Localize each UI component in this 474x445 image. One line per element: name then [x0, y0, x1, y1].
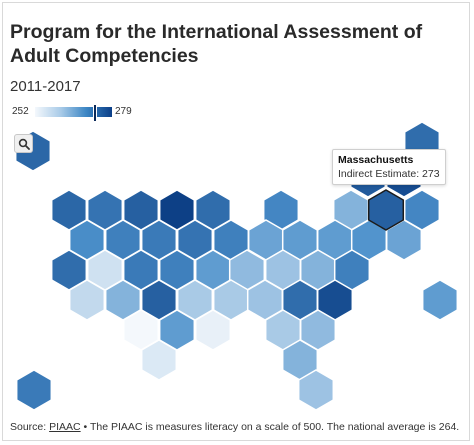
legend-value-marker	[92, 104, 97, 122]
subtitle: 2011-2017	[10, 78, 81, 95]
hex-az[interactable]	[68, 279, 106, 321]
hex-de[interactable]	[421, 279, 459, 321]
source-link[interactable]: PIAAC	[49, 421, 81, 433]
state-tooltip: Massachusetts Indirect Estimate: 273	[332, 149, 446, 185]
legend-color-scale	[35, 107, 112, 117]
source-description: • The PIAAC is measures literacy on a sc…	[80, 421, 460, 433]
source-prefix: Source:	[10, 421, 47, 433]
zoom-button[interactable]	[14, 134, 33, 153]
hex-ma[interactable]	[367, 189, 405, 231]
search-icon	[18, 138, 30, 150]
hex-tx[interactable]	[140, 339, 178, 381]
hex-hi[interactable]	[15, 369, 53, 411]
source-note: Source: PIAAC • The PIAAC is measures li…	[10, 421, 459, 433]
hex-ms[interactable]	[194, 309, 232, 351]
tooltip-state-name: Massachusetts	[338, 154, 414, 166]
page-title: Program for the International Assessment…	[10, 21, 423, 67]
hex-fl2[interactable]	[297, 369, 335, 411]
legend-max-label: 279	[115, 106, 132, 117]
legend-min-label: 252	[12, 106, 29, 117]
map-container	[2, 2, 470, 441]
tooltip-estimate: Indirect Estimate: 273	[338, 168, 440, 180]
